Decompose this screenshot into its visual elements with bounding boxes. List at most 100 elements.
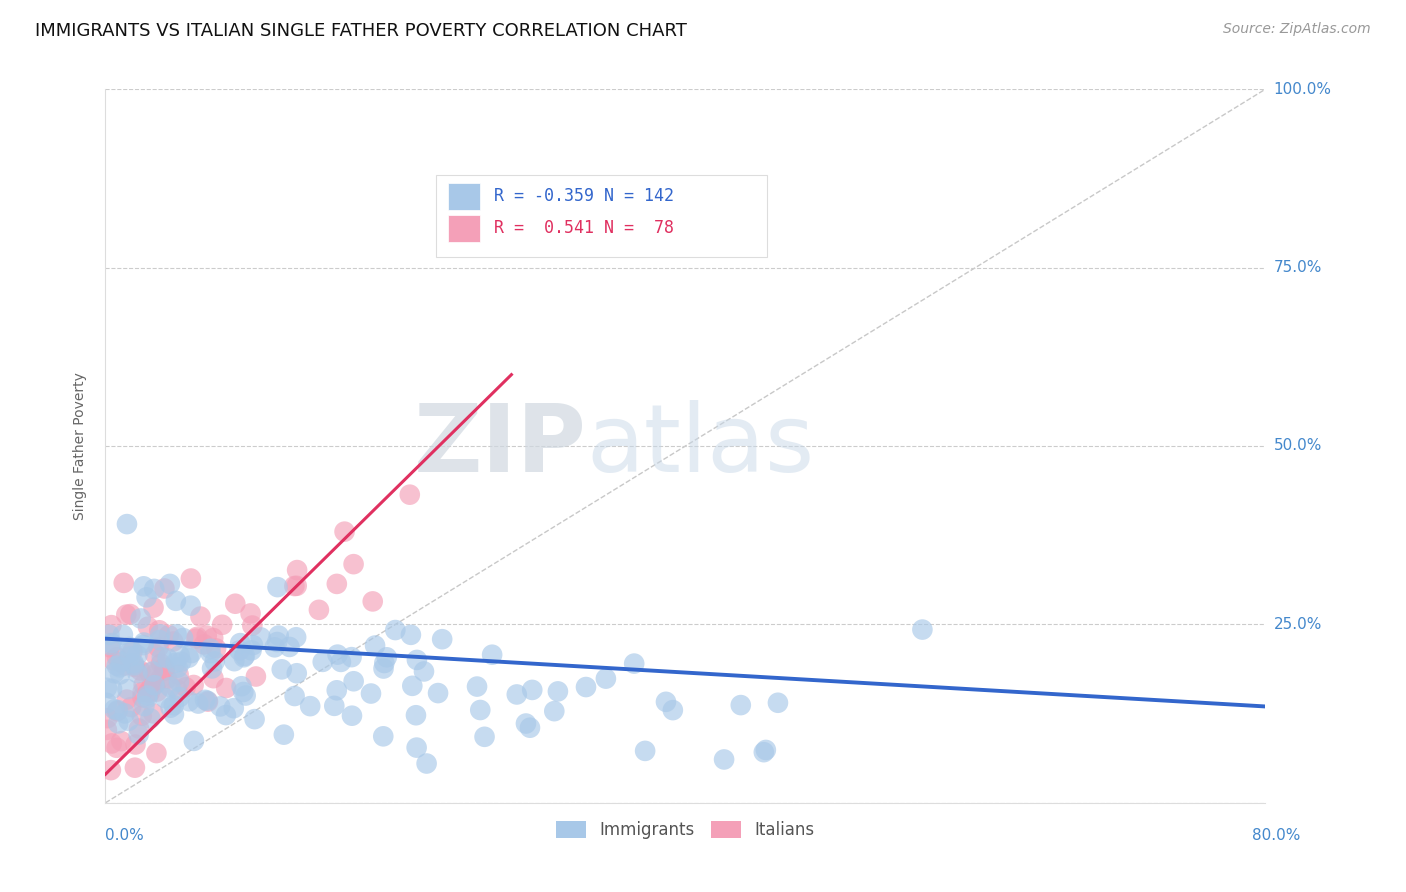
Point [159,577,181,591]
Text: atlas: atlas [586,400,815,492]
Point [112,575,135,590]
Point [124,761,146,775]
Point [215,681,238,695]
Point [162,634,184,648]
Point [101,736,124,750]
Point [167,674,190,689]
Point [197,695,219,709]
Point [278,640,301,654]
Point [240,643,263,657]
Point [174,680,197,694]
Text: R = -0.359: R = -0.359 [494,187,593,205]
Point [266,580,288,594]
Point [136,691,159,706]
Point [474,730,496,744]
Point [204,655,226,669]
Point [127,666,149,681]
Point [183,734,205,748]
Point [179,694,201,708]
Point [105,658,128,673]
Point [340,708,363,723]
Point [634,744,657,758]
Point [105,650,128,665]
Point [194,693,217,707]
Y-axis label: Single Father Poverty: Single Father Poverty [73,372,87,520]
Point [373,656,395,670]
Point [101,653,124,667]
Point [506,688,529,702]
Point [128,722,150,736]
Point [662,703,685,717]
Point [170,655,193,669]
Point [139,686,162,700]
Point [730,698,752,712]
Point [713,752,735,766]
Point [132,635,155,649]
Legend: Immigrants, Italians: Immigrants, Italians [550,814,821,846]
Point [172,631,194,645]
Point [163,698,186,713]
Point [96,681,118,695]
Point [163,707,186,722]
Point [273,728,295,742]
Point [270,662,292,676]
Point [157,628,180,642]
Text: 75.0%: 75.0% [1274,260,1322,275]
Point [139,711,162,725]
Point [148,633,170,648]
Point [515,716,537,731]
Text: R =  0.541: R = 0.541 [494,219,593,237]
Point [132,638,155,652]
Point [209,699,232,714]
Text: IMMIGRANTS VS ITALIAN SINGLE FATHER POVERTY CORRELATION CHART: IMMIGRANTS VS ITALIAN SINGLE FATHER POVE… [35,22,688,40]
Point [136,689,159,703]
Point [373,729,395,743]
Point [183,678,205,692]
Point [120,700,142,714]
Text: N =  78: N = 78 [605,219,675,237]
Point [222,701,245,715]
Text: 50.0%: 50.0% [1274,439,1322,453]
Point [150,650,173,665]
Point [118,640,141,654]
Point [406,653,429,667]
Point [169,648,191,663]
Point [131,685,153,699]
Point [108,667,131,681]
Point [122,658,145,673]
Point [100,763,122,777]
Point [373,661,395,675]
Point [166,682,188,697]
Point [343,674,366,689]
Point [136,684,159,698]
Point [200,646,222,660]
Point [623,657,645,671]
Point [405,708,427,723]
Point [114,706,136,721]
Point [195,628,218,642]
Point [361,594,384,608]
Point [129,611,152,625]
Point [342,557,364,571]
Point [134,699,156,714]
Point [122,657,145,671]
Text: 80.0%: 80.0% [1253,829,1301,843]
Point [263,640,285,655]
Point [201,661,224,675]
Point [195,694,218,708]
Point [405,740,427,755]
Point [180,599,202,613]
Point [96,711,118,725]
Point [543,704,565,718]
Point [118,649,141,664]
Point [284,689,307,703]
Point [118,645,141,659]
Point [470,703,492,717]
Point [156,651,179,665]
Point [193,637,215,651]
Point [132,678,155,692]
Point [107,703,129,717]
Point [766,696,789,710]
Point [235,689,257,703]
Point [755,743,778,757]
